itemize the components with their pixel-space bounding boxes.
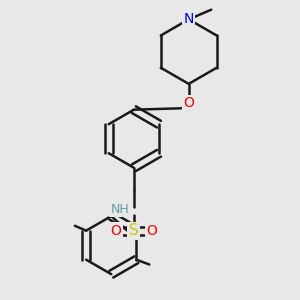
Text: S: S: [129, 223, 139, 238]
Text: O: O: [183, 96, 194, 110]
Text: NH: NH: [110, 203, 129, 216]
Text: O: O: [146, 224, 157, 238]
Text: N: N: [184, 12, 194, 26]
Text: O: O: [111, 224, 122, 238]
